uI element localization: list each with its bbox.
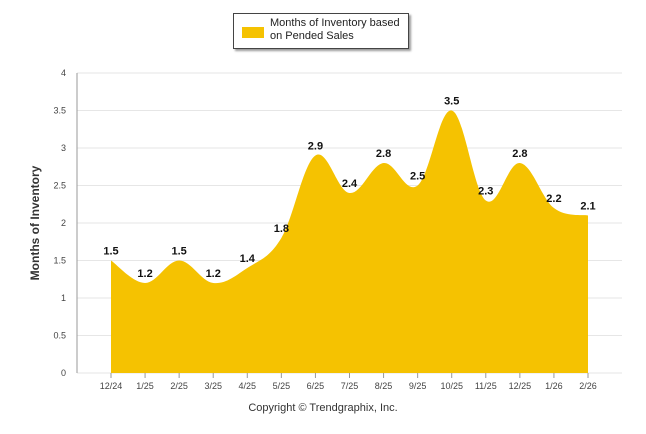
data-label: 3.5 — [444, 96, 459, 108]
x-tick-label: 12/25 — [509, 381, 532, 391]
y-axis: 0 0.5 1 1.5 2 2.5 3 3.5 4 — [53, 68, 78, 378]
y-tick-label: 3 — [61, 143, 66, 153]
x-tick-label: 3/25 — [204, 381, 222, 391]
x-tick-label: 2/26 — [579, 381, 597, 391]
legend-label: Months of Inventory based on Pended Sale… — [270, 17, 408, 43]
data-label: 1.5 — [103, 246, 118, 258]
data-label: 1.4 — [240, 253, 256, 265]
x-tick-label: 10/25 — [440, 381, 463, 391]
y-tick-label: 1 — [61, 293, 66, 303]
legend-swatch — [242, 27, 264, 38]
x-tick-label: 12/24 — [100, 381, 123, 391]
y-axis-title: Months of Inventory — [28, 165, 42, 281]
area-fill — [111, 110, 588, 373]
x-tick-label: 2/25 — [170, 381, 188, 391]
data-label: 1.8 — [274, 223, 289, 235]
y-tick-label: 4 — [61, 68, 66, 78]
data-label: 1.2 — [137, 268, 152, 280]
data-label: 2.9 — [308, 141, 323, 153]
data-label: 2.3 — [478, 186, 493, 198]
area-series — [110, 110, 589, 373]
x-tick-label: 1/26 — [545, 381, 563, 391]
x-tick-label: 7/25 — [341, 381, 359, 391]
data-label: 1.2 — [206, 268, 221, 280]
x-tick-label: 4/25 — [239, 381, 257, 391]
x-axis: 12/24 1/25 2/25 3/25 4/25 5/25 6/25 7/25 8/25 9/2… — [100, 373, 597, 391]
y-tick-label: 2 — [61, 218, 66, 228]
copyright: Copyright © Trendgraphix, Inc. — [248, 402, 398, 414]
data-label: 2.8 — [512, 148, 527, 160]
y-tick-label: 0.5 — [53, 331, 66, 341]
y-tick-label: 0 — [61, 368, 66, 378]
x-tick-label: 9/25 — [409, 381, 427, 391]
y-tick-label: 1.5 — [53, 256, 66, 266]
y-tick-label: 3.5 — [53, 106, 66, 116]
data-label: 2.1 — [580, 201, 595, 213]
data-label: 2.8 — [376, 148, 391, 160]
legend-label-line2: on Pended Sales — [270, 30, 354, 42]
data-label: 2.2 — [546, 193, 561, 205]
legend[interactable]: Months of Inventory based on Pended Sale… — [233, 13, 409, 49]
data-label: 2.4 — [342, 178, 358, 190]
x-tick-label: 6/25 — [307, 381, 325, 391]
x-tick-label: 5/25 — [273, 381, 291, 391]
data-label: 1.5 — [171, 246, 186, 258]
x-tick-label: 11/25 — [475, 381, 497, 391]
data-label: 2.5 — [410, 171, 425, 183]
y-tick-label: 2.5 — [53, 181, 66, 191]
x-tick-label: 1/25 — [136, 381, 154, 391]
x-tick-label: 8/25 — [375, 381, 393, 391]
data-labels: 1.5 1.2 1.5 1.2 1.4 1.8 2.9 2.4 2.8 2.5 3.5 2.3 2.8 2… — [103, 96, 595, 281]
legend-label-line1: Months of Inventory based — [270, 17, 400, 29]
